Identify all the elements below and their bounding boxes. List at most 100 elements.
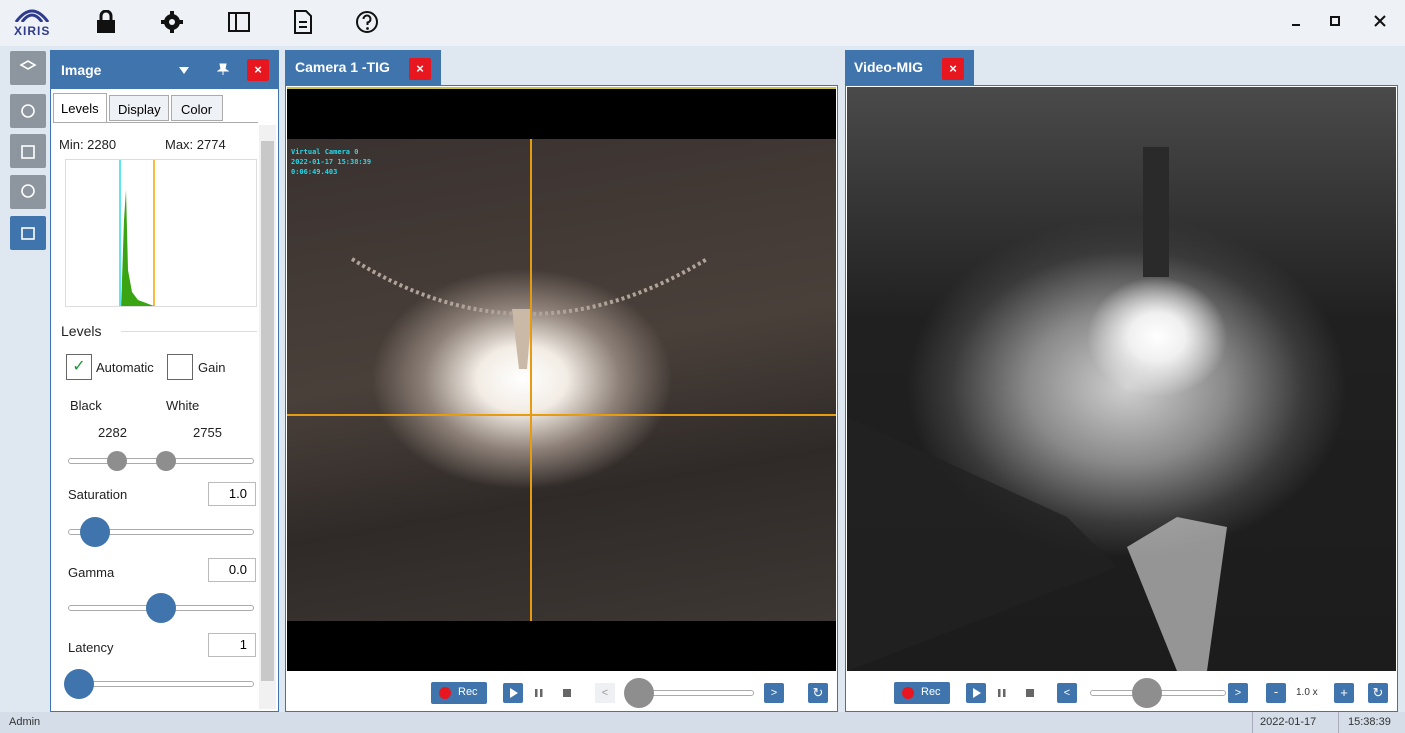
next-button[interactable]: > — [1228, 683, 1248, 703]
view-tab[interactable]: Camera 1 -TIG × — [285, 50, 441, 86]
side-icons — [10, 51, 46, 251]
view-title: Video-MIG — [854, 59, 923, 75]
video-view: Rec < > - 1.0 x + ↻ — [845, 85, 1398, 712]
status-divider — [1252, 712, 1253, 733]
next-button[interactable]: > — [764, 683, 784, 703]
tab-levels[interactable]: Levels — [53, 93, 107, 123]
rec-dot — [902, 687, 914, 699]
gamma-label: Gamma — [68, 565, 114, 580]
tab-label: Levels — [61, 101, 99, 116]
layout-button[interactable] — [228, 12, 250, 32]
panel-pin[interactable] — [217, 63, 229, 75]
crosshair-h — [287, 414, 836, 416]
gamma-knob[interactable] — [146, 593, 176, 623]
seek-knob[interactable] — [624, 678, 654, 708]
panel-close[interactable]: × — [247, 59, 269, 81]
status-divider — [1338, 712, 1339, 733]
rec-button[interactable]: Rec — [431, 682, 487, 704]
logo-icon — [14, 6, 50, 22]
view-close[interactable]: × — [942, 58, 964, 80]
separator — [121, 331, 257, 332]
status-date: 2022-01-17 — [1260, 716, 1316, 728]
automatic-label: Automatic — [96, 360, 154, 375]
video-image — [847, 87, 1396, 671]
prev-button[interactable]: < — [595, 683, 615, 703]
rec-button[interactable]: Rec — [894, 682, 950, 704]
black-label: Black — [70, 398, 102, 413]
panel-header: Image × — [51, 51, 278, 89]
latency-label: Latency — [68, 640, 114, 655]
latency-slider[interactable] — [68, 681, 254, 687]
document-button[interactable] — [293, 10, 313, 34]
close-button[interactable] — [1373, 14, 1387, 28]
rec-dot — [439, 687, 451, 699]
status-time: 15:38:39 — [1348, 716, 1391, 728]
scrollbar[interactable] — [259, 125, 276, 709]
gamma-input[interactable]: 0.0 — [208, 558, 256, 582]
histogram — [65, 159, 257, 307]
zoom-out-button[interactable]: - — [1266, 683, 1286, 703]
status-bar: Admin 2022-01-17 15:38:39 — [0, 712, 1405, 733]
overlay-text: Virtual Camera 0 2022-01-17 15:38:39 0:0… — [291, 147, 371, 177]
pause-button[interactable] — [533, 687, 545, 699]
scroll-thumb[interactable] — [261, 141, 274, 681]
saturation-input[interactable]: 1.0 — [208, 482, 256, 506]
tab-display[interactable]: Display — [109, 95, 169, 121]
automatic-checkbox[interactable]: ✓ — [66, 354, 92, 380]
gain-checkbox[interactable] — [167, 354, 193, 380]
tab-underline — [53, 122, 258, 123]
weld-arc — [287, 139, 836, 621]
rec-label: Rec — [458, 686, 478, 698]
view-title: Camera 1 -TIG — [295, 59, 390, 75]
help-button[interactable] — [355, 10, 379, 34]
refresh-button[interactable]: ↻ — [808, 683, 828, 703]
camera-view: Virtual Camera 0 2022-01-17 15:38:39 0:0… — [285, 85, 838, 712]
view-tab[interactable]: Video-MIG × — [845, 50, 974, 86]
tab-color[interactable]: Color — [171, 95, 223, 121]
overlay-line: 0:06:49.403 — [291, 167, 371, 177]
play-icon — [972, 688, 982, 698]
black-knob[interactable] — [107, 451, 127, 471]
rec-label: Rec — [921, 686, 941, 698]
zoom-label: 1.0 x — [1296, 687, 1318, 698]
levels-heading: Levels — [61, 323, 101, 339]
view-close[interactable]: × — [409, 58, 431, 80]
saturation-label: Saturation — [68, 487, 127, 502]
minimize-button[interactable] — [1290, 16, 1302, 28]
gain-label: Gain — [198, 360, 225, 375]
seek-knob[interactable] — [1132, 678, 1162, 708]
white-knob[interactable] — [156, 451, 176, 471]
crosshair-v — [530, 139, 532, 621]
white-value: 2755 — [193, 425, 222, 440]
overlay-line: 2022-01-17 15:38:39 — [291, 157, 371, 167]
pause-button[interactable] — [996, 687, 1008, 699]
app-window: XIRIS Image × Levels Display Color Min: … — [0, 0, 1405, 733]
stop-button[interactable] — [561, 687, 573, 699]
latency-input[interactable]: 1 — [208, 633, 256, 657]
panel-title: Image — [61, 62, 101, 78]
tab-label: Color — [181, 102, 212, 117]
logo-text: XIRIS — [14, 24, 50, 38]
settings-button[interactable] — [160, 10, 184, 34]
refresh-button[interactable]: ↻ — [1368, 683, 1388, 703]
overlay-line: Virtual Camera 0 — [291, 147, 371, 157]
black-value: 2282 — [98, 425, 127, 440]
toolbar: XIRIS — [0, 0, 1405, 46]
saturation-knob[interactable] — [80, 517, 110, 547]
camera-image: Virtual Camera 0 2022-01-17 15:38:39 0:0… — [287, 139, 836, 621]
tab-label: Display — [118, 102, 161, 117]
torch — [847, 87, 1396, 671]
zoom-in-button[interactable]: + — [1334, 683, 1354, 703]
prev-button[interactable]: < — [1057, 683, 1077, 703]
video-frame: Virtual Camera 0 2022-01-17 15:38:39 0:0… — [287, 87, 836, 671]
status-user: Admin — [9, 716, 40, 728]
max-label: Max: 2774 — [165, 137, 226, 152]
latency-knob[interactable] — [64, 669, 94, 699]
panel-menu[interactable] — [179, 65, 189, 75]
maximize-button[interactable] — [1328, 14, 1342, 28]
play-icon — [509, 688, 519, 698]
lock-button[interactable] — [95, 10, 117, 34]
stop-button[interactable] — [1024, 687, 1036, 699]
min-label: Min: 2280 — [59, 137, 116, 152]
white-label: White — [166, 398, 199, 413]
